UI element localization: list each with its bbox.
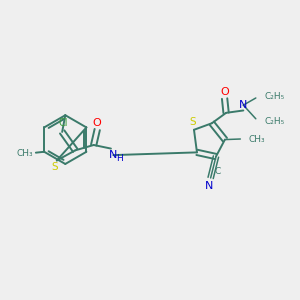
Text: N: N (109, 150, 118, 160)
Text: S: S (51, 162, 58, 172)
Text: O: O (93, 118, 102, 128)
Text: CH₃: CH₃ (16, 149, 33, 158)
Text: C: C (214, 167, 220, 176)
Text: O: O (220, 87, 229, 97)
Text: N: N (239, 100, 248, 110)
Text: N: N (205, 181, 214, 191)
Text: C₂H₅: C₂H₅ (265, 117, 285, 126)
Text: S: S (189, 117, 196, 128)
Text: Cl: Cl (58, 118, 68, 128)
Text: C₂H₅: C₂H₅ (265, 92, 285, 101)
Text: H: H (116, 154, 123, 163)
Text: CH₃: CH₃ (248, 134, 265, 143)
